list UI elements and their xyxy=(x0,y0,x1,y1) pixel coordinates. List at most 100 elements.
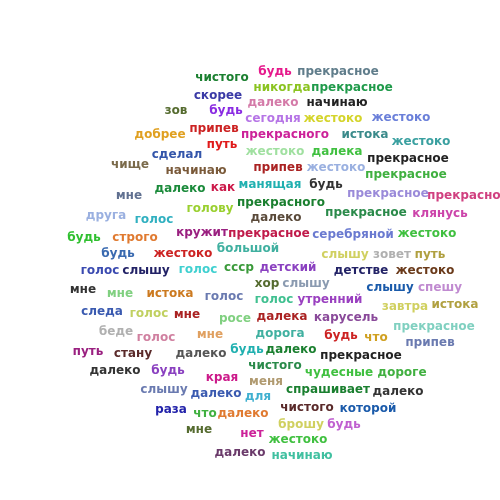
cloud-word: истока xyxy=(341,127,389,141)
cloud-word: спешу xyxy=(417,280,463,294)
cloud-word: начинаю xyxy=(165,163,227,177)
cloud-word: будь xyxy=(327,417,361,431)
cloud-word: клянусь xyxy=(412,206,468,220)
cloud-word: утренний xyxy=(297,292,363,306)
cloud-word: прекрасного xyxy=(240,127,330,141)
cloud-word: прекрасное xyxy=(393,319,475,333)
cloud-word: жестоко xyxy=(303,111,363,125)
cloud-word: далеко xyxy=(214,445,266,459)
cloud-word: детский xyxy=(259,260,317,274)
cloud-word: следа xyxy=(81,304,123,318)
cloud-word: большой xyxy=(216,241,280,255)
cloud-word: жестоко xyxy=(153,246,213,260)
cloud-word: начинаю xyxy=(271,448,333,462)
cloud-word: голос xyxy=(134,212,174,226)
cloud-word: друга xyxy=(85,208,127,222)
cloud-word: нет xyxy=(240,426,264,440)
cloud-word: что xyxy=(364,330,388,344)
cloud-word: что xyxy=(193,406,217,420)
cloud-word: слышу xyxy=(321,247,369,261)
cloud-word: прекрасное xyxy=(320,348,402,362)
cloud-word: жестоко xyxy=(397,226,457,240)
cloud-word: края xyxy=(205,370,239,384)
cloud-word: слышу xyxy=(282,276,330,290)
cloud-word: чистого xyxy=(280,400,334,414)
cloud-word: истока xyxy=(146,286,194,300)
cloud-word: будь xyxy=(209,103,243,117)
cloud-word: жестоко xyxy=(371,110,431,124)
cloud-word: манящая xyxy=(238,177,302,191)
cloud-word: голос xyxy=(204,289,244,303)
cloud-word: жестоко xyxy=(268,432,328,446)
cloud-word: мне xyxy=(106,286,134,300)
cloud-word: чистого xyxy=(195,70,249,84)
cloud-word: карусель xyxy=(313,310,379,324)
cloud-word: будь xyxy=(67,230,101,244)
cloud-word: сделал xyxy=(151,147,203,161)
cloud-word: никогда xyxy=(253,80,311,94)
cloud-word: жестоко xyxy=(245,144,305,158)
cloud-word: как xyxy=(210,180,236,194)
cloud-word: далеко xyxy=(190,386,242,400)
cloud-word: далеко xyxy=(175,346,227,360)
cloud-word: которой xyxy=(339,401,397,415)
cloud-word: голос xyxy=(136,330,176,344)
cloud-word: мне xyxy=(185,422,213,436)
cloud-word: далеко xyxy=(217,406,269,420)
cloud-word: прекрасное xyxy=(311,80,393,94)
cloud-word: прекрасное xyxy=(228,226,310,240)
cloud-word: далека xyxy=(256,309,308,323)
cloud-word: будь xyxy=(101,246,135,260)
cloud-word: прекрасное xyxy=(367,151,449,165)
cloud-word: путь xyxy=(414,247,446,261)
cloud-word: слышу xyxy=(366,280,414,294)
cloud-word: мне xyxy=(196,327,224,341)
cloud-word: чистого xyxy=(248,358,302,372)
cloud-word: завтра xyxy=(381,299,429,313)
cloud-word: мне xyxy=(115,188,143,202)
cloud-word: будь xyxy=(309,177,343,191)
cloud-word: путь xyxy=(206,137,238,151)
cloud-word: прекрасное xyxy=(347,186,429,200)
cloud-word: раза xyxy=(155,402,187,416)
cloud-word: голос xyxy=(129,306,169,320)
cloud-word: будь xyxy=(258,64,292,78)
cloud-word: стану xyxy=(113,346,153,360)
cloud-word: кружит xyxy=(176,225,228,239)
cloud-word: дороге xyxy=(377,365,427,379)
cloud-word: ссср xyxy=(224,260,254,274)
cloud-word: зовет xyxy=(373,247,411,261)
cloud-word: добрее xyxy=(134,127,186,141)
cloud-word: чудесные xyxy=(304,365,374,379)
cloud-word: жестоко xyxy=(395,263,455,277)
cloud-word: спрашивает xyxy=(285,382,371,396)
cloud-word: далеко xyxy=(247,95,299,109)
cloud-word: хор xyxy=(254,276,280,290)
cloud-word: прекрасное xyxy=(325,205,407,219)
cloud-word: начинаю xyxy=(306,95,368,109)
cloud-word: мне xyxy=(69,282,97,296)
cloud-word: далеко xyxy=(265,342,317,356)
cloud-word: жестоко xyxy=(391,134,451,148)
cloud-word: детстве xyxy=(333,263,389,277)
cloud-word: голос xyxy=(178,262,218,276)
cloud-word: сегодня xyxy=(245,111,301,125)
cloud-word: чище xyxy=(110,157,150,171)
cloud-word: путь xyxy=(72,344,104,358)
cloud-word: прекрасное xyxy=(365,167,447,181)
cloud-word: беде xyxy=(98,324,134,338)
cloud-word: жестоко xyxy=(306,160,366,174)
cloud-word: будь xyxy=(324,328,358,342)
cloud-word: прекрасное xyxy=(297,64,379,78)
cloud-word: далеко xyxy=(154,181,206,195)
cloud-word: прекрасное xyxy=(427,188,500,202)
cloud-word: скорее xyxy=(193,88,243,102)
cloud-word: голову xyxy=(186,201,234,215)
cloud-word: будь xyxy=(230,342,264,356)
cloud-word: припев xyxy=(405,335,455,349)
cloud-word: серебряной xyxy=(312,227,394,241)
cloud-word: далеко xyxy=(372,384,424,398)
cloud-word: росе xyxy=(218,311,252,325)
cloud-word: далеко xyxy=(89,363,141,377)
